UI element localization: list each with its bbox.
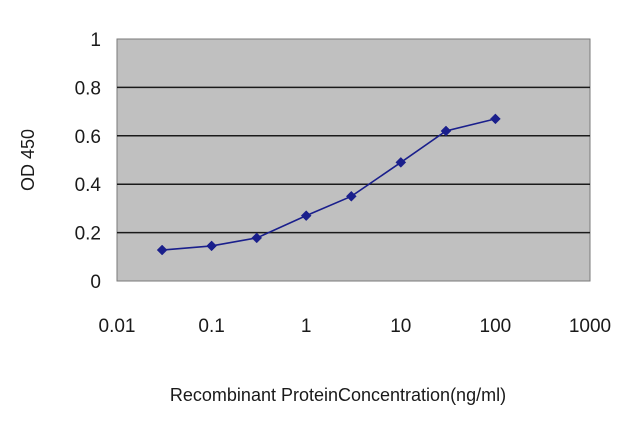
- x-axis-label: Recombinant ProteinConcentration(ng/ml): [170, 385, 506, 405]
- y-tick-label: 1: [90, 30, 101, 51]
- series-lines: [162, 118, 496, 251]
- y-tick-label: 0.2: [75, 224, 101, 245]
- data-point: [300, 210, 312, 222]
- y-tick-label: 0.8: [75, 78, 101, 99]
- x-tick-label: 1000: [569, 316, 611, 337]
- y-tick-label: 0.6: [75, 127, 101, 148]
- y-tick-labels: 0 0.2 0.4 0.6 0.8 1: [75, 30, 102, 293]
- y-axis-label: OD 450: [18, 129, 38, 191]
- series-line-0: [162, 118, 496, 251]
- data-point: [251, 232, 263, 244]
- data-point: [206, 240, 217, 252]
- x-tick-label: 100: [480, 316, 512, 337]
- x-tick-label: 0.1: [198, 316, 224, 337]
- data-point: [395, 157, 407, 168]
- x-tick-label: 10: [390, 316, 411, 337]
- x-tick-label: 0.01: [99, 316, 136, 337]
- plot-area: [116, 38, 591, 282]
- data-point: [440, 125, 452, 137]
- x-tick-label: 1: [301, 316, 312, 337]
- x-tick-labels: 0.01 0.1 1 10 100 1000: [99, 316, 612, 337]
- data-point: [345, 190, 357, 202]
- series-markers: [156, 113, 501, 256]
- gridlines: [117, 86, 590, 234]
- data-point: [490, 113, 501, 125]
- data-point: [156, 244, 168, 256]
- y-tick-label: 0.4: [75, 175, 102, 196]
- y-tick-label: 0: [90, 272, 101, 293]
